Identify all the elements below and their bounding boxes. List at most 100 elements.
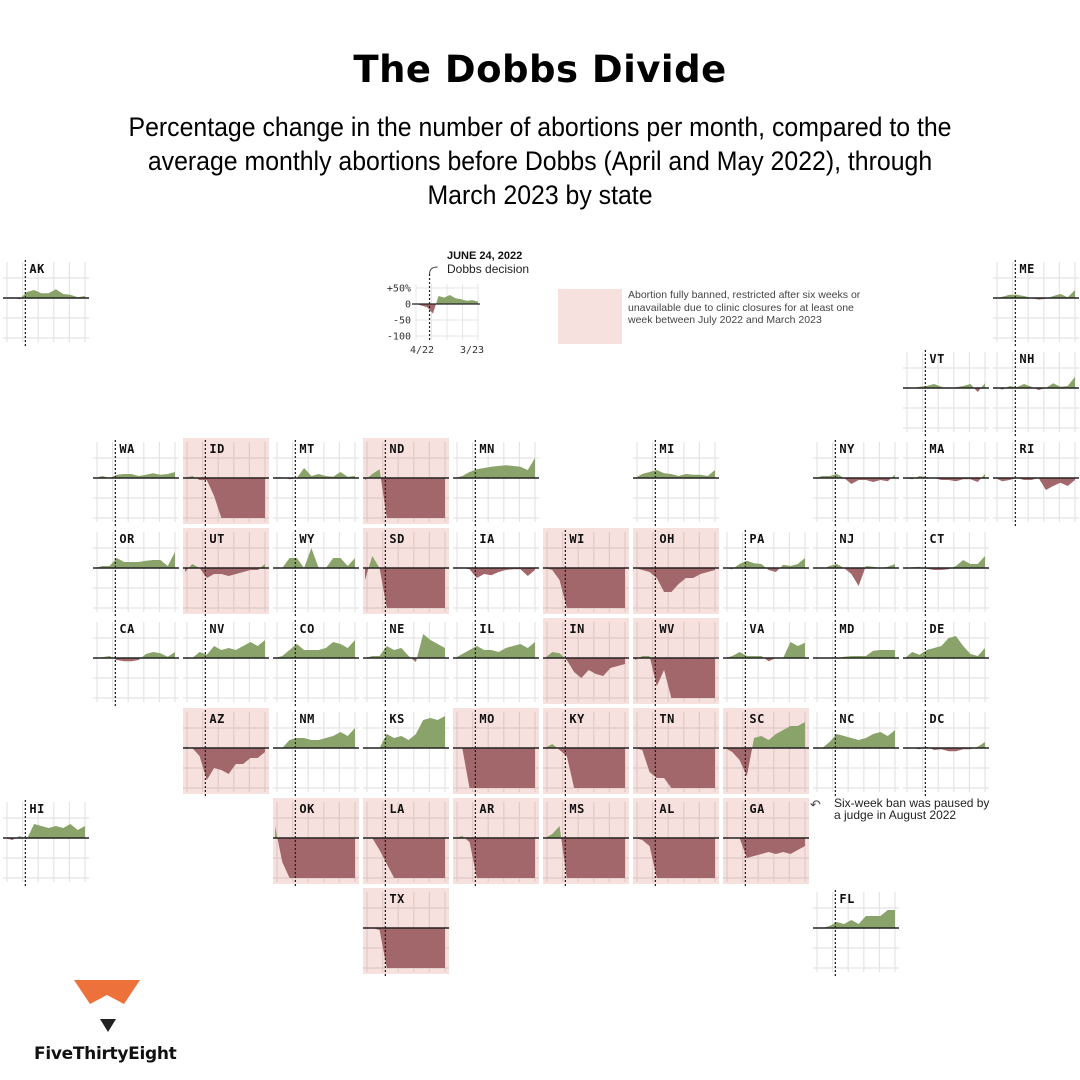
- state-label: PA: [749, 532, 765, 546]
- legend-decrease-area: [416, 304, 478, 314]
- increase-area: [905, 556, 985, 568]
- state-tile-or: OR: [93, 528, 179, 618]
- state-chart: [453, 530, 539, 618]
- state-chart: [813, 710, 899, 798]
- state-label: CO: [299, 622, 315, 636]
- state-chart: [363, 528, 449, 618]
- legend-y-tick: -50: [393, 316, 411, 327]
- state-chart: [273, 710, 359, 798]
- state-tile-al: AL: [633, 798, 719, 888]
- increase-area: [635, 470, 715, 478]
- state-chart: [363, 620, 449, 708]
- decrease-area: [815, 478, 895, 484]
- increase-area: [275, 468, 355, 478]
- state-label: SD: [389, 532, 405, 546]
- increase-area: [905, 383, 985, 388]
- state-tile-nv: NV: [183, 618, 269, 708]
- state-chart: [813, 440, 899, 528]
- state-chart: [993, 260, 1079, 348]
- state-tile-co: CO: [273, 618, 359, 708]
- state-tile-va: VA: [723, 618, 809, 708]
- state-tile-ms: MS: [543, 798, 629, 888]
- legend-dobbs-arrow-icon: [429, 266, 438, 275]
- increase-area: [995, 290, 1075, 298]
- state-label: AK: [29, 262, 45, 276]
- state-tile-me: ME: [993, 258, 1079, 348]
- state-label: NM: [299, 712, 315, 726]
- state-chart: [453, 440, 539, 528]
- increase-area: [905, 636, 985, 658]
- state-tile-wy: WY: [273, 528, 359, 618]
- state-chart: [93, 440, 179, 528]
- increase-area: [455, 642, 535, 658]
- state-label: DC: [929, 712, 945, 726]
- state-label: MA: [929, 442, 945, 456]
- state-chart: [903, 530, 989, 618]
- state-chart: [633, 708, 719, 798]
- state-chart: [183, 708, 269, 798]
- state-tile-ar: AR: [453, 798, 539, 888]
- state-chart: [453, 620, 539, 708]
- state-label: DE: [929, 622, 945, 636]
- state-label: ID: [209, 442, 225, 456]
- decrease-area: [725, 838, 805, 858]
- state-tile-ny: NY: [813, 438, 899, 528]
- increase-area: [995, 376, 1075, 388]
- state-label: WI: [569, 532, 585, 546]
- state-label: KY: [569, 712, 585, 726]
- state-chart: [903, 710, 989, 798]
- state-label: CT: [929, 532, 945, 546]
- state-tile-ma: MA: [903, 438, 989, 528]
- chart-title: The Dobbs Divide: [353, 48, 727, 91]
- state-tile-md: MD: [813, 618, 899, 708]
- increase-area: [815, 910, 895, 928]
- state-tile-sc: SC: [723, 708, 809, 798]
- increase-area: [455, 458, 535, 478]
- state-tile-oh: OH: [633, 528, 719, 618]
- state-label: AZ: [209, 712, 225, 726]
- logo-w-mark: [74, 980, 140, 1004]
- state-label: WY: [299, 532, 315, 546]
- state-label: AR: [479, 802, 495, 816]
- increase-area: [275, 548, 355, 568]
- state-label: WV: [659, 622, 675, 636]
- state-label: SC: [749, 712, 765, 726]
- state-tile-az: AZ: [183, 708, 269, 798]
- state-tile-ok: OK: [273, 798, 359, 888]
- state-label: NV: [209, 622, 225, 636]
- state-label: LA: [389, 802, 405, 816]
- state-tile-wa: WA: [93, 438, 179, 528]
- state-tile-ne: NE: [363, 618, 449, 708]
- state-label: NJ: [839, 532, 855, 546]
- state-chart: [903, 440, 989, 528]
- ga-annotation: Six-week ban was paused by a judge in Au…: [834, 796, 990, 822]
- decrease-area: [95, 658, 175, 662]
- state-label: GA: [749, 802, 765, 816]
- state-label: UT: [209, 532, 225, 546]
- state-tile-tx: TX: [363, 888, 449, 978]
- state-chart: [723, 620, 809, 708]
- state-chart: [273, 440, 359, 528]
- state-tile-ia: IA: [453, 528, 539, 618]
- state-chart: [273, 530, 359, 618]
- state-chart: [183, 620, 269, 708]
- increase-area: [185, 640, 265, 658]
- state-tile-mn: MN: [453, 438, 539, 528]
- decrease-area: [185, 478, 265, 518]
- state-chart: [903, 350, 989, 438]
- state-chart: [543, 798, 629, 888]
- dobbs-date-label: JUNE 24, 2022: [447, 250, 523, 262]
- state-chart: [813, 530, 899, 618]
- state-chart: [183, 438, 269, 528]
- state-tile-wv: WV: [633, 618, 719, 708]
- banned-swatch: [558, 289, 622, 344]
- state-chart: [633, 528, 719, 618]
- state-chart: [993, 440, 1079, 528]
- state-chart: [93, 620, 179, 708]
- state-tile-ut: UT: [183, 528, 269, 618]
- state-tile-mo: MO: [453, 708, 539, 798]
- state-label: MS: [569, 802, 585, 816]
- state-chart: [363, 710, 449, 798]
- ga-note-arrow-icon: ↶: [810, 797, 821, 812]
- state-chart: [813, 620, 899, 708]
